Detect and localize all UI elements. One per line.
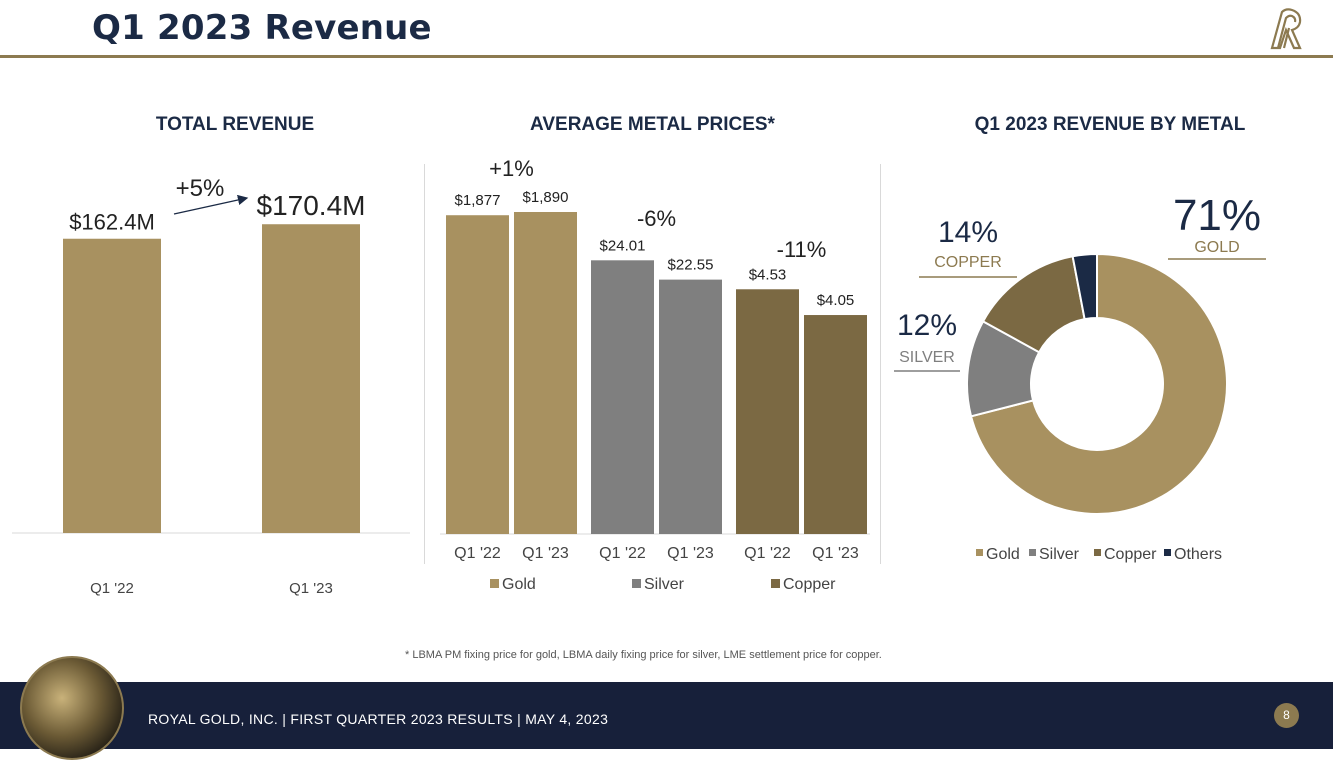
tick-label-silver-0: Q1 '22 xyxy=(599,545,646,562)
legend-label-copper: Copper xyxy=(1104,546,1157,563)
legend-swatch-silver xyxy=(632,579,641,588)
legend-label-others: Others xyxy=(1174,546,1222,563)
slice-others xyxy=(1071,252,1098,321)
divider-left xyxy=(424,164,425,564)
change-label-silver: -6% xyxy=(637,206,676,231)
callout-label-copper: COPPER xyxy=(934,254,1002,271)
change-label: +5% xyxy=(176,175,225,202)
royal-gold-logo xyxy=(1270,8,1302,50)
tick-label-copper-0: Q1 '22 xyxy=(744,545,791,562)
tick-label-silver-1: Q1 '23 xyxy=(667,545,714,562)
bar-q1-23 xyxy=(262,224,360,533)
metal-prices-chart: $1,877 Q1 '22 $1,890 Q1 '23 +1% $24.01 Q1 '22 $… xyxy=(440,156,870,593)
callout-pct-silver: 12% xyxy=(897,309,957,342)
tick-label-q1-23: Q1 '23 xyxy=(289,580,333,597)
revenue-by-metal-title: Q1 2023 REVENUE BY METAL xyxy=(974,114,1246,135)
legend-swatch-copper xyxy=(771,579,780,588)
change-label-copper: -11% xyxy=(777,237,827,262)
callout-label-gold: GOLD xyxy=(1194,239,1239,256)
bar-copper-0 xyxy=(736,289,799,534)
tick-label-gold-0: Q1 '22 xyxy=(454,545,501,562)
data-label-q1-22: $162.4M xyxy=(69,210,155,235)
title-divider xyxy=(0,55,1333,58)
legend-label-gold: Gold xyxy=(986,546,1020,563)
data-label-gold-1: $1,890 xyxy=(523,189,569,206)
legend-label-silver: Silver xyxy=(644,576,685,593)
data-label-q1-23: $170.4M xyxy=(257,190,366,221)
total-revenue-chart: $162.4M $170.4M Q1 '22 Q1 '23 +5% xyxy=(12,175,410,597)
legend-swatch-others xyxy=(1164,549,1171,556)
bar-q1-22 xyxy=(63,238,161,533)
page-number-badge: 8 xyxy=(1274,703,1299,728)
slice-gold xyxy=(969,252,1228,515)
tick-label-gold-1: Q1 '23 xyxy=(522,545,569,562)
revenue-by-metal-donut: 71%GOLD 12% SILVER 14% COPPER Gold Silver Copp… xyxy=(894,191,1266,563)
data-label-copper-1: $4.05 xyxy=(817,292,855,309)
data-label-silver-0: $24.01 xyxy=(600,237,646,254)
bar-gold-0 xyxy=(446,215,509,534)
legend-label-copper: Copper xyxy=(783,576,836,593)
gold-bars-image xyxy=(20,656,124,760)
callout-pct-gold: 71% xyxy=(1173,191,1261,240)
bar-silver-0 xyxy=(591,260,654,534)
callout-label-silver: SILVER xyxy=(899,349,955,366)
bar-silver-1 xyxy=(659,279,722,534)
divider-right xyxy=(880,164,881,564)
data-label-gold-0: $1,877 xyxy=(455,192,501,209)
legend-swatch-copper xyxy=(1094,549,1101,556)
bar-gold-1 xyxy=(514,212,577,534)
page-title: Q1 2023 Revenue xyxy=(92,8,432,48)
legend-label-silver: Silver xyxy=(1039,546,1080,563)
callout-pct-copper: 14% xyxy=(938,216,998,249)
tick-label-copper-1: Q1 '23 xyxy=(812,545,859,562)
metal-prices-title: AVERAGE METAL PRICES* xyxy=(530,114,775,135)
data-label-silver-1: $22.55 xyxy=(668,257,714,274)
tick-label-q1-22: Q1 '22 xyxy=(90,580,134,597)
data-label-copper-0: $4.53 xyxy=(749,266,787,283)
legend-swatch-gold xyxy=(490,579,499,588)
footer-bar xyxy=(0,682,1333,749)
footnote: * LBMA PM fixing price for gold, LBMA da… xyxy=(405,649,882,661)
bar-copper-1 xyxy=(804,315,867,534)
legend-swatch-gold xyxy=(976,549,983,556)
footer-text: ROYAL GOLD, INC. | FIRST QUARTER 2023 RE… xyxy=(148,711,609,727)
legend-label-gold: Gold xyxy=(502,576,536,593)
change-label-gold: +1% xyxy=(489,156,534,181)
total-revenue-title: TOTAL REVENUE xyxy=(155,114,315,135)
change-arrow xyxy=(173,194,249,215)
legend-swatch-silver xyxy=(1029,549,1036,556)
